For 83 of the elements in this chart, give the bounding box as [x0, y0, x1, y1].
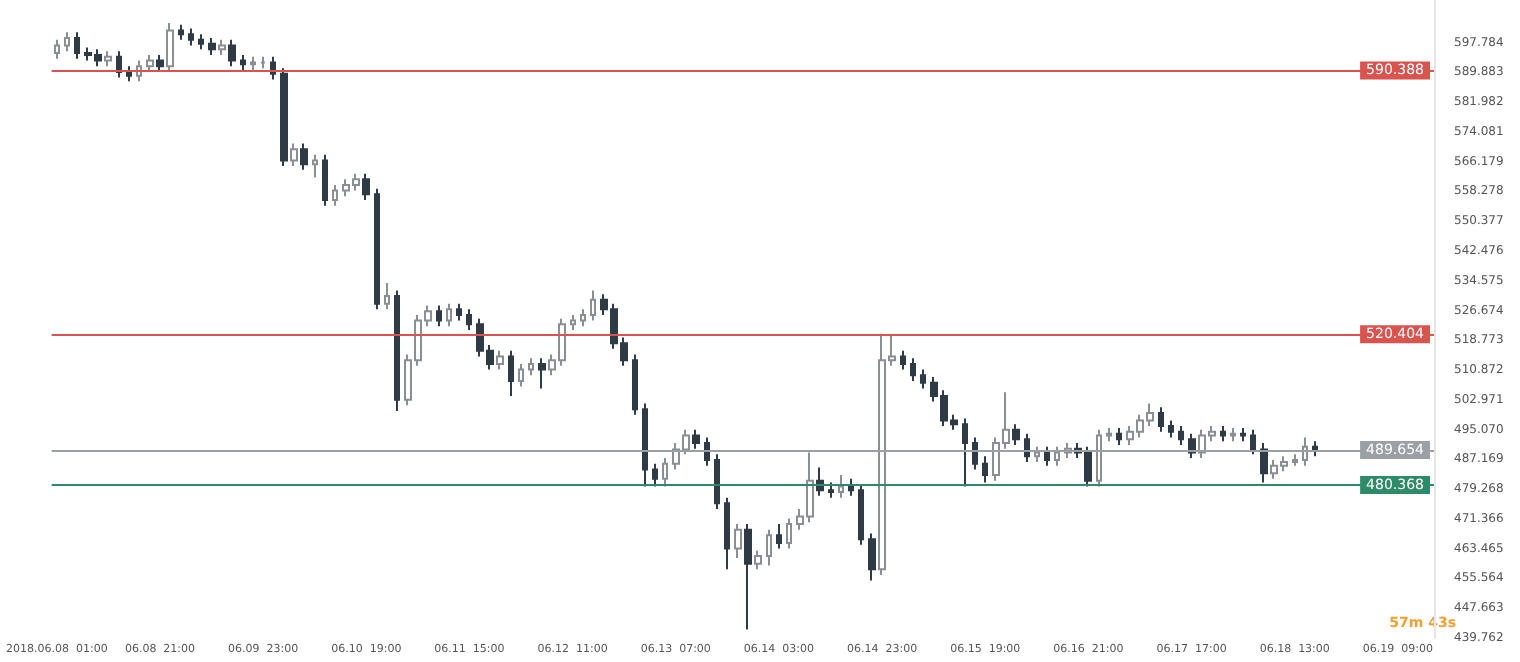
candlestick — [322, 153, 328, 207]
candlestick — [1250, 428, 1256, 456]
candlestick — [374, 187, 380, 311]
candlestick — [692, 428, 700, 450]
candlestick — [868, 532, 876, 582]
candlestick — [1168, 419, 1174, 439]
candlestick — [64, 31, 70, 53]
candlestick — [734, 523, 742, 559]
candlestick — [466, 308, 472, 332]
candlestick — [920, 368, 926, 390]
candlestick — [74, 31, 80, 60]
candlestick — [828, 481, 834, 499]
candlestick — [570, 313, 576, 332]
candlestick — [1178, 425, 1184, 446]
candlestick — [632, 353, 638, 416]
candlestick — [508, 349, 514, 397]
candlestick — [166, 21, 174, 73]
candlestick — [446, 302, 452, 328]
candlestick — [384, 281, 390, 311]
candlestick — [156, 53, 164, 73]
candlestick — [300, 142, 308, 171]
candlestick — [766, 528, 772, 567]
candlestick — [910, 357, 916, 382]
candlestick — [188, 27, 194, 47]
candlestick — [786, 517, 792, 550]
candlestick — [518, 362, 524, 388]
candlestick — [178, 23, 184, 41]
candlestick — [332, 183, 338, 207]
candlestick — [250, 55, 256, 72]
candlestick — [838, 474, 844, 499]
candlestick — [972, 436, 978, 471]
candlestick — [744, 523, 752, 631]
candlestick — [104, 50, 112, 68]
candlestick — [652, 462, 658, 488]
candlestick — [394, 289, 400, 413]
candlestick — [1312, 440, 1318, 458]
candlestick — [1012, 423, 1020, 446]
candlestick — [580, 308, 586, 328]
candlestick — [714, 453, 720, 510]
candlestick — [362, 172, 370, 202]
candlestick — [662, 457, 668, 488]
candlestick — [1034, 445, 1040, 463]
candlestick — [1096, 428, 1102, 488]
candlestick — [1044, 445, 1050, 467]
candlestick — [280, 67, 288, 168]
candlestick — [456, 302, 462, 322]
candlestick — [260, 55, 266, 70]
candlestick — [436, 304, 442, 328]
candlestick — [1240, 426, 1246, 443]
candlestick — [704, 436, 710, 467]
candlestick — [218, 38, 226, 56]
candlestick — [240, 53, 246, 72]
candlestick — [848, 477, 854, 497]
candlestick — [1054, 445, 1060, 467]
candlestick — [198, 33, 204, 51]
candlestick — [1116, 426, 1122, 446]
candlestick — [982, 455, 988, 484]
candlestick — [290, 142, 298, 168]
candlestick — [228, 38, 236, 68]
candlestick — [900, 349, 906, 371]
candlestick — [116, 50, 122, 79]
candlestick — [642, 402, 648, 488]
candlestick — [754, 549, 762, 571]
candlestick — [776, 523, 782, 550]
candlestick — [1158, 406, 1164, 433]
candlestick — [858, 483, 864, 546]
candlestick — [54, 38, 60, 60]
candlestick — [1260, 442, 1268, 484]
candlestick — [724, 496, 730, 571]
candlestick — [1024, 432, 1030, 463]
candlestick — [146, 53, 154, 73]
candlestick — [312, 153, 318, 179]
candlestick — [528, 357, 534, 377]
candlestick — [1106, 426, 1112, 443]
candlestick — [208, 36, 216, 56]
candlestick — [1220, 425, 1226, 443]
candlestick — [538, 357, 546, 390]
candlestick — [496, 349, 504, 371]
candlestick — [590, 289, 596, 322]
candlestick — [1230, 426, 1236, 443]
candlestick — [126, 65, 132, 83]
candlestick — [1292, 453, 1298, 467]
candlestick — [962, 417, 968, 488]
